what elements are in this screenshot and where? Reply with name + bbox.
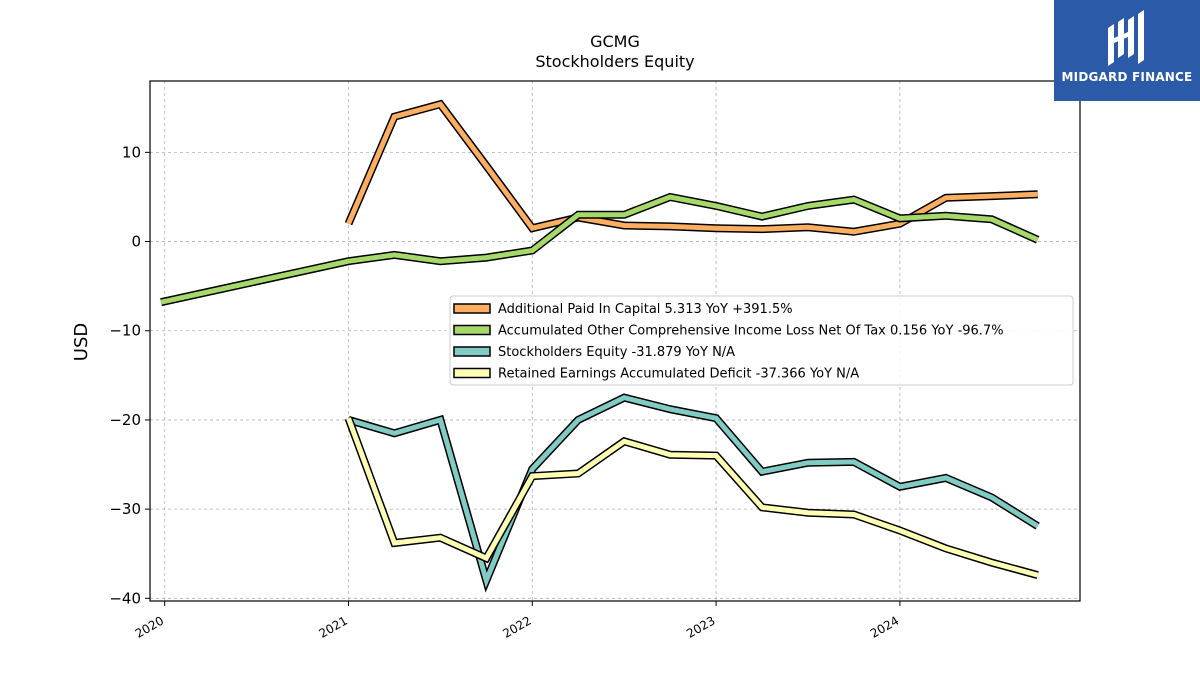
legend-item: Additional Paid In Capital 5.313 YoY +39… [453,302,793,317]
legend-swatch [453,367,491,379]
legend-item: Retained Earnings Accumulated Deficit -3… [453,367,859,382]
legend-frame [449,295,1074,386]
series-1 [344,99,1038,236]
plot-frame [149,80,1081,602]
series-2 [160,192,1040,307]
series-line [346,417,1039,578]
chart-subtitle: Stockholders Equity [535,52,694,71]
x-axis-ticks: 2020 2021 2022 2023 2024 [133,601,901,641]
y-tick-label: −30 [109,500,141,518]
legend: Additional Paid In Capital 5.313 YoY +39… [449,295,1074,386]
y-tick-label: −10 [109,322,141,340]
y-axis-label: USD [71,323,92,361]
legend-label: Accumulated Other Comprehensive Income L… [498,324,1004,339]
series-line [160,194,1039,305]
y-tick-label: −40 [109,589,141,607]
legend-swatch [453,303,491,314]
series-4 [344,416,1039,579]
brand-name: MIDGARD FINANCE [1061,70,1193,84]
x-tick-label: 2024 [868,613,901,640]
series-3 [347,393,1040,593]
series-line [347,394,1040,589]
y-tick-label: −20 [109,411,141,429]
y-axis-ticks: 10 0 −10 −20 −30 −40 [109,143,150,607]
chart-title: GCMG [590,32,640,51]
legend-swatch [453,324,491,336]
y-tick-label: 10 [122,143,141,161]
brand-mark-icon [1108,10,1144,66]
series-layer [160,99,1040,593]
x-tick-label: 2021 [317,613,350,640]
series-line [346,101,1038,235]
grid [150,81,1080,601]
x-tick-label: 2022 [500,613,533,640]
series-line-outline [347,393,1040,593]
legend-swatch [453,346,491,357]
x-tick-label: 2023 [684,613,717,640]
series-line-outline [344,416,1039,579]
legend-label: Retained Earnings Accumulated Deficit -3… [498,367,859,382]
y-tick-label: 0 [131,233,141,251]
legend-item: Stockholders Equity -31.879 YoY N/A [453,345,735,360]
legend-item: Accumulated Other Comprehensive Income L… [453,324,1004,339]
brand-logo: MIDGARD FINANCE [1054,0,1200,101]
x-tick-label: 2020 [133,613,166,640]
legend-label: Additional Paid In Capital 5.313 YoY +39… [498,302,793,317]
legend-label: Stockholders Equity -31.879 YoY N/A [498,345,735,360]
